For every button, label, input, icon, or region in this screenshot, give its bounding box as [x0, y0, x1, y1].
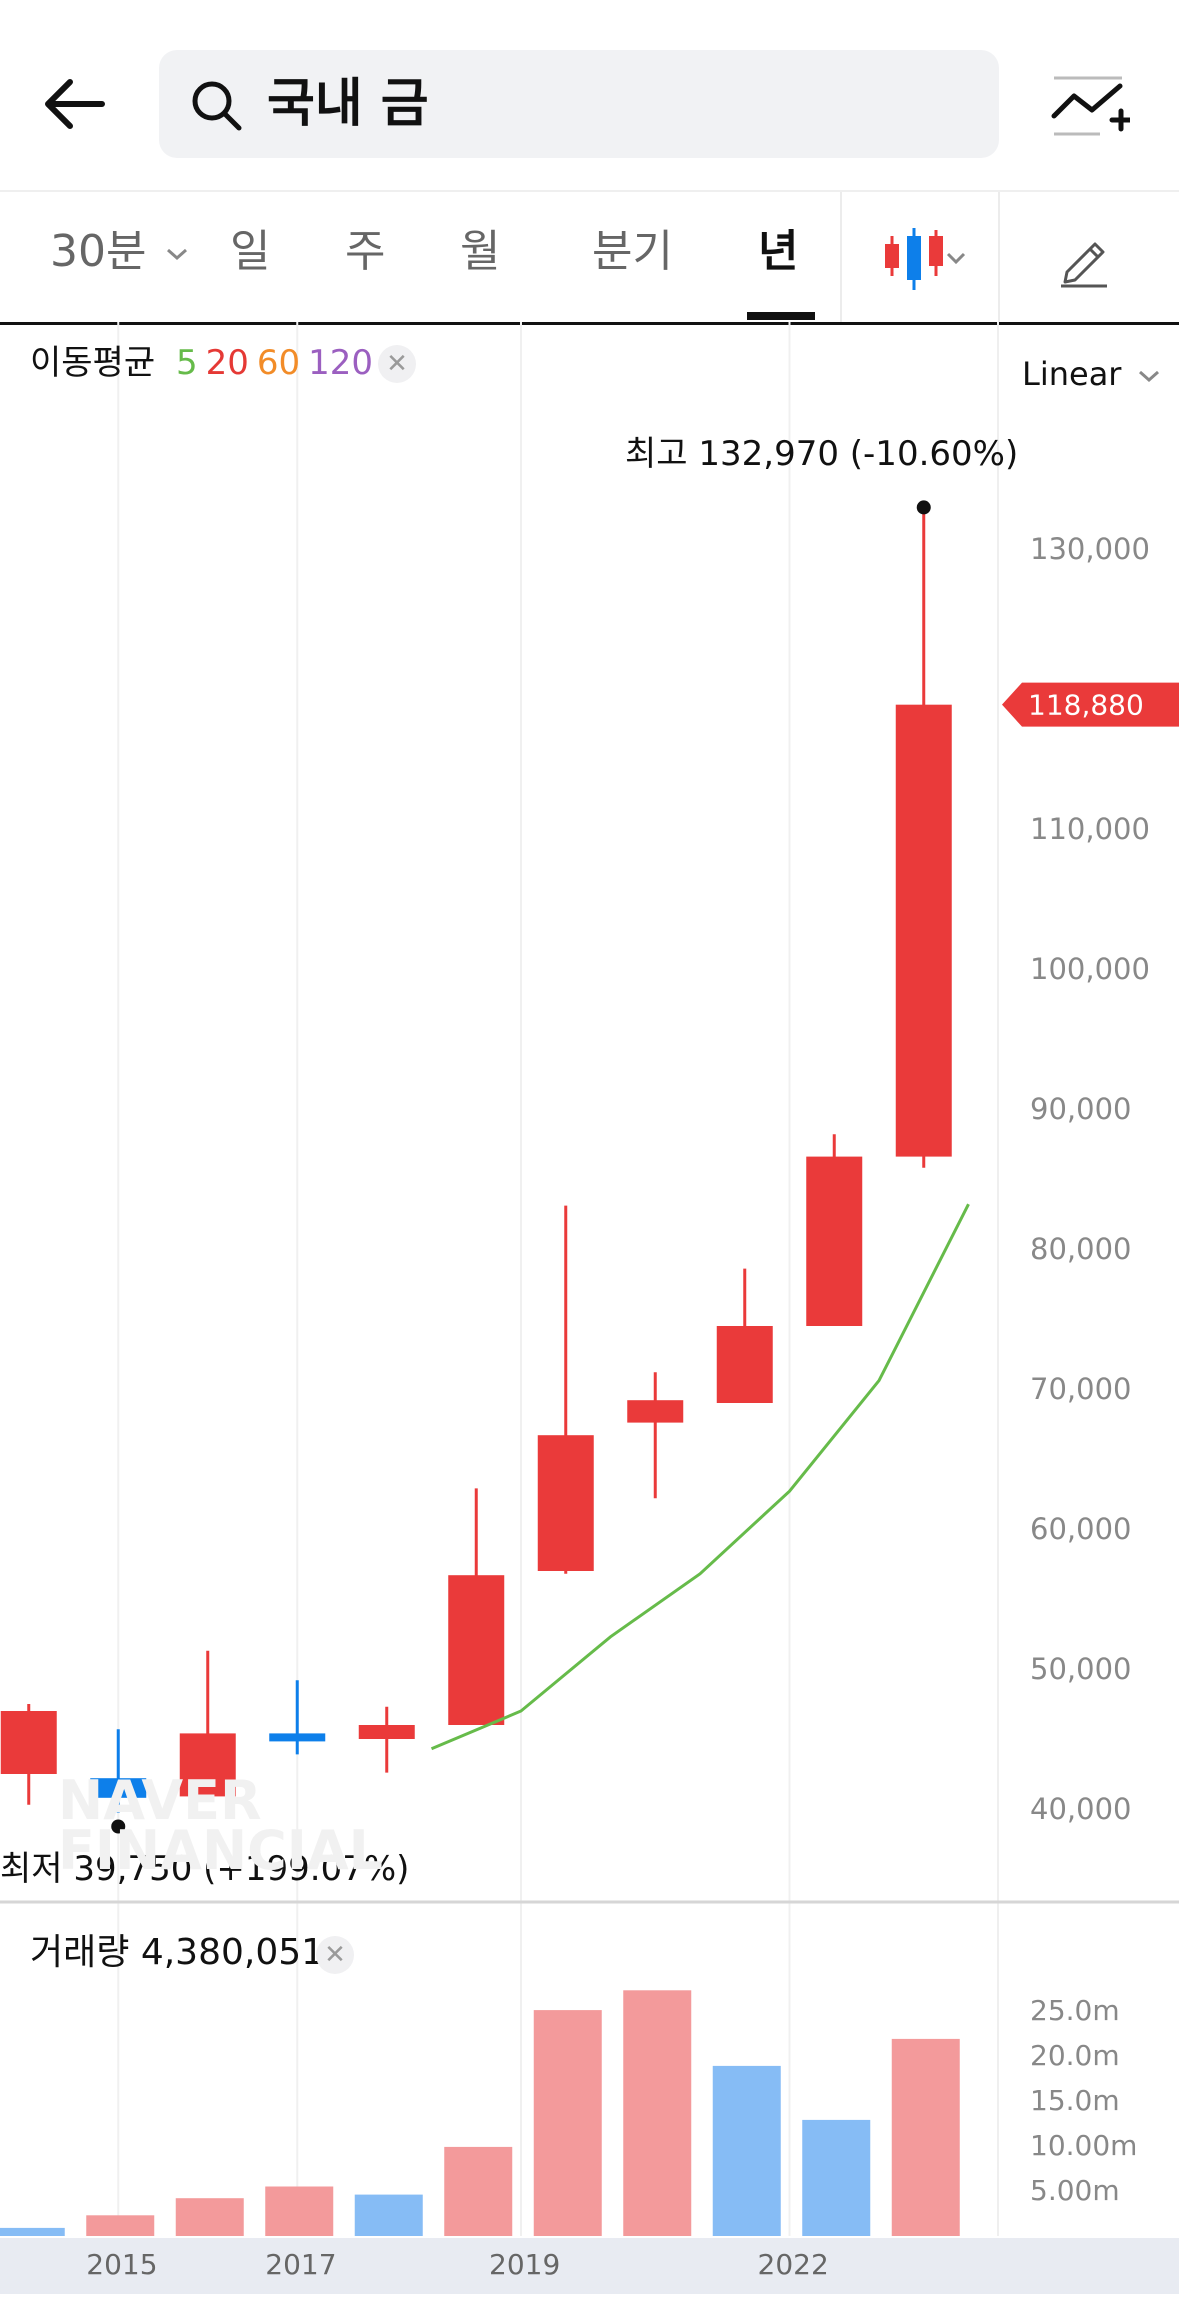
add-compare-chart-icon[interactable] — [1050, 72, 1133, 142]
volume-tick-label: 5.00m — [1030, 2174, 1120, 2207]
ma5-line — [430, 1203, 970, 1751]
candle-body — [806, 1156, 863, 1326]
current-price-tag — [1002, 682, 1179, 727]
price-axis: 40,000 50,000 60,000 70,000 80,000 90,000 100,… — [1030, 532, 1150, 1826]
moving-average-lines — [430, 1203, 970, 1751]
volume-bar — [623, 1990, 692, 2236]
volume-bar — [533, 2010, 602, 2236]
chart-annotations: 최고 132,970 (-10.60%) 최저 39,750 (+199.07%)… — [0, 434, 1179, 1889]
candlestick-chart-icon — [885, 228, 966, 290]
divider — [840, 192, 842, 322]
ma-period-120: 120 — [308, 343, 374, 383]
candlesticks — [0, 507, 952, 1813]
candle-body — [0, 1711, 57, 1774]
low-point-marker — [111, 1819, 126, 1834]
volume-bar — [712, 2065, 781, 2236]
scale-selector[interactable]: Linear — [1022, 352, 1162, 396]
volume-bar — [86, 2215, 155, 2236]
time-axis — [0, 2238, 1179, 2294]
candle-body — [895, 704, 952, 1157]
draw-tool-button[interactable] — [1055, 228, 1115, 292]
candle-body — [90, 1778, 147, 1798]
candle-body — [627, 1400, 684, 1423]
volume-bar — [0, 2227, 65, 2236]
chart-type-selector[interactable] — [880, 224, 970, 298]
volume-bar — [175, 2198, 244, 2236]
ma-title: 이동평균 — [30, 343, 156, 383]
time-tick-label: 2015 — [86, 2248, 158, 2281]
header: 국내 금 — [0, 0, 1179, 190]
tab-day[interactable]: 일 — [230, 226, 271, 277]
watermark-logo: NAVER FINANCIAL — [58, 1769, 384, 1882]
search-icon — [189, 78, 243, 132]
volume-axis: 5.00m 10.00m 15.0m 20.0m 25.0m — [1030, 1994, 1137, 2207]
volume-bar — [354, 2194, 423, 2236]
close-volume-icon[interactable]: ✕ — [316, 1936, 354, 1974]
price-tick-label: 110,000 — [1030, 812, 1150, 846]
volume-bar — [802, 2119, 871, 2236]
chart-grid — [0, 322, 1179, 2236]
tab-month[interactable]: 월 — [460, 226, 501, 277]
volume-bars — [0, 1990, 960, 2236]
scale-label: Linear — [1022, 355, 1122, 393]
price-tick-label: 60,000 — [1030, 1512, 1131, 1546]
volume-bar — [444, 2146, 513, 2236]
pencil-icon — [1061, 242, 1107, 288]
price-tick-label: 100,000 — [1030, 952, 1150, 986]
period-tab-bar: 30분 일 주 월 분기 년 — [0, 190, 1179, 325]
chevron-down-icon — [167, 248, 188, 261]
volume-bar — [265, 2186, 334, 2236]
candle-body — [716, 1326, 773, 1403]
high-annotation: 최고 132,970 (-10.60%) — [625, 434, 1018, 474]
search-text: 국내 금 — [267, 74, 429, 134]
price-tick-label: 130,000 — [1030, 532, 1150, 566]
candle-body — [358, 1725, 415, 1739]
candle-body — [179, 1733, 236, 1797]
candle-body — [269, 1733, 326, 1742]
search-input[interactable]: 국내 금 — [159, 50, 999, 158]
price-tick-label: 70,000 — [1030, 1372, 1131, 1406]
high-point-marker — [916, 500, 931, 515]
volume-value: 4,380,051 — [140, 1932, 325, 1973]
volume-tick-label: 25.0m — [1030, 1994, 1120, 2027]
moving-average-legend[interactable]: 이동평균 5 20 60 120 — [30, 338, 373, 388]
volume-tick-label: 15.0m — [1030, 2084, 1120, 2117]
candle-body — [448, 1575, 505, 1725]
ma-period-60: 60 — [256, 343, 301, 383]
current-price-label: 118,880 — [1028, 689, 1144, 722]
candle-body — [537, 1435, 594, 1571]
active-tab-indicator — [747, 312, 815, 320]
price-tick-label: 40,000 — [1030, 1792, 1131, 1826]
price-tick-label: 50,000 — [1030, 1652, 1131, 1686]
tab-quarter[interactable]: 분기 — [592, 226, 673, 277]
low-annotation: 최저 39,750 (+199.07%) — [0, 1849, 409, 1889]
ma-period-20: 20 — [205, 343, 249, 383]
volume-legend: 거래량 4,380,051 — [30, 1928, 324, 1978]
chevron-down-icon — [1138, 370, 1159, 383]
price-tick-label: 90,000 — [1030, 1092, 1131, 1126]
volume-bar — [891, 2038, 960, 2236]
divider — [998, 192, 1000, 322]
volume-tick-label: 10.00m — [1030, 2129, 1137, 2162]
close-ma-icon[interactable]: ✕ — [378, 345, 416, 383]
ma-period-5: 5 — [175, 343, 198, 383]
back-arrow-icon[interactable] — [40, 66, 120, 146]
time-tick-label: 2022 — [757, 2248, 829, 2281]
price-tick-label: 80,000 — [1030, 1232, 1131, 1266]
tab-30min[interactable]: 30분 — [50, 222, 190, 282]
time-tick-label: 2019 — [489, 2248, 561, 2281]
tab-year[interactable]: 년 — [758, 226, 799, 277]
time-tick-label: 2017 — [265, 2248, 337, 2281]
volume-title: 거래량 — [30, 1932, 130, 1973]
tab-30min-label: 30분 — [50, 226, 147, 277]
volume-tick-label: 20.0m — [1030, 2039, 1120, 2072]
tab-week[interactable]: 주 — [345, 226, 386, 277]
